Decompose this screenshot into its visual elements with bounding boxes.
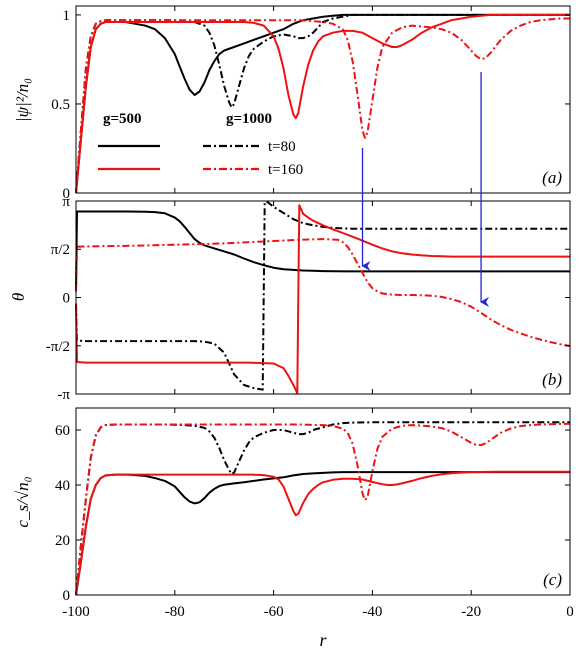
legend-g500-label: g=500	[103, 111, 142, 127]
panel-c-label: (c)	[543, 570, 562, 589]
panel-a-series-g1000-t80	[75, 13, 570, 194]
annotation-arrows	[361, 72, 490, 307]
panel-a: 00.51 |ψ|²/n₀ (a) g=500 g=1000 t=80 t=16…	[13, 5, 571, 202]
ytick-label: -π	[57, 387, 70, 403]
panel-b-label: (b)	[542, 370, 562, 389]
ytick-label: 1	[63, 8, 71, 24]
panel-c-yticks: 0 20 40 60	[55, 423, 570, 604]
panel-b-frame	[75, 200, 571, 395]
panel-b-xticks	[75, 201, 571, 394]
ytick-label: 0	[63, 186, 71, 202]
x-axis-label: r	[319, 630, 327, 650]
panel-c-series-g500-t160	[75, 470, 570, 596]
panel-a-series-g500-t80	[75, 13, 570, 194]
panel-c-xticks: -100 -80 -60 -40 -20 0	[62, 408, 574, 620]
panel-a-yticks: 00.51	[51, 8, 570, 202]
ytick-label: 40	[55, 478, 70, 494]
panel-a-series-group	[75, 13, 570, 194]
panel-b-series-g1000-t80	[75, 200, 570, 391]
panel-a-series-g500-t160	[75, 13, 570, 194]
panel-a-series-g1000-t160	[75, 17, 570, 194]
xtick-label: -40	[362, 604, 382, 620]
panel-c-series-g1000-t160	[75, 422, 571, 596]
ytick-label: 0	[63, 291, 71, 307]
panel-c: 0 20 40 60 -100 -80 -60 -40 -20 0 c_s/√n₀ (c) r	[13, 407, 574, 650]
ytick-label: -π/2	[46, 339, 70, 355]
panel-a-frame	[75, 5, 571, 194]
panel-b-yticks: -π -π/2 0 π/2 π	[46, 194, 570, 403]
legend: g=500 g=1000 t=80 t=160	[98, 111, 303, 178]
xtick-label: -60	[264, 604, 284, 620]
panel-b-ylabel: θ	[9, 293, 28, 301]
ytick-label: 20	[55, 533, 70, 549]
panel-c-ylabel: c_s/√n₀	[13, 476, 32, 527]
panel-b-series-g1000-t160	[75, 238, 571, 347]
panel-b: -π -π/2 0 π/2 π θ (b)	[9, 194, 571, 403]
panel-b-series-g500-t160	[75, 204, 570, 395]
ytick-label: π/2	[51, 242, 70, 258]
xtick-label: 0	[566, 604, 574, 620]
legend-t80-label: t=80	[268, 139, 296, 155]
panel-b-series-g500-t80	[75, 210, 570, 292]
panel-a-ylabel: |ψ|²/n₀	[13, 78, 32, 122]
xtick-label: -80	[165, 604, 185, 620]
panel-b-series-group	[75, 200, 571, 395]
xtick-label: -20	[461, 604, 481, 620]
legend-g1000-label: g=1000	[226, 111, 272, 127]
xtick-label: -100	[62, 604, 90, 620]
ytick-label: 60	[55, 423, 70, 439]
panel-c-series-group	[75, 421, 571, 596]
panel-a-xticks	[75, 6, 571, 193]
panel-a-label: (a)	[542, 168, 562, 187]
ytick-label: 0	[63, 588, 71, 604]
panel-c-series-g500-t80	[75, 471, 570, 596]
ytick-label: π	[62, 194, 70, 210]
legend-t160-label: t=160	[268, 162, 303, 178]
ytick-label: 0.5	[51, 97, 70, 113]
panel-c-frame	[75, 407, 571, 596]
panel-c-series-g1000-t80	[75, 421, 570, 596]
